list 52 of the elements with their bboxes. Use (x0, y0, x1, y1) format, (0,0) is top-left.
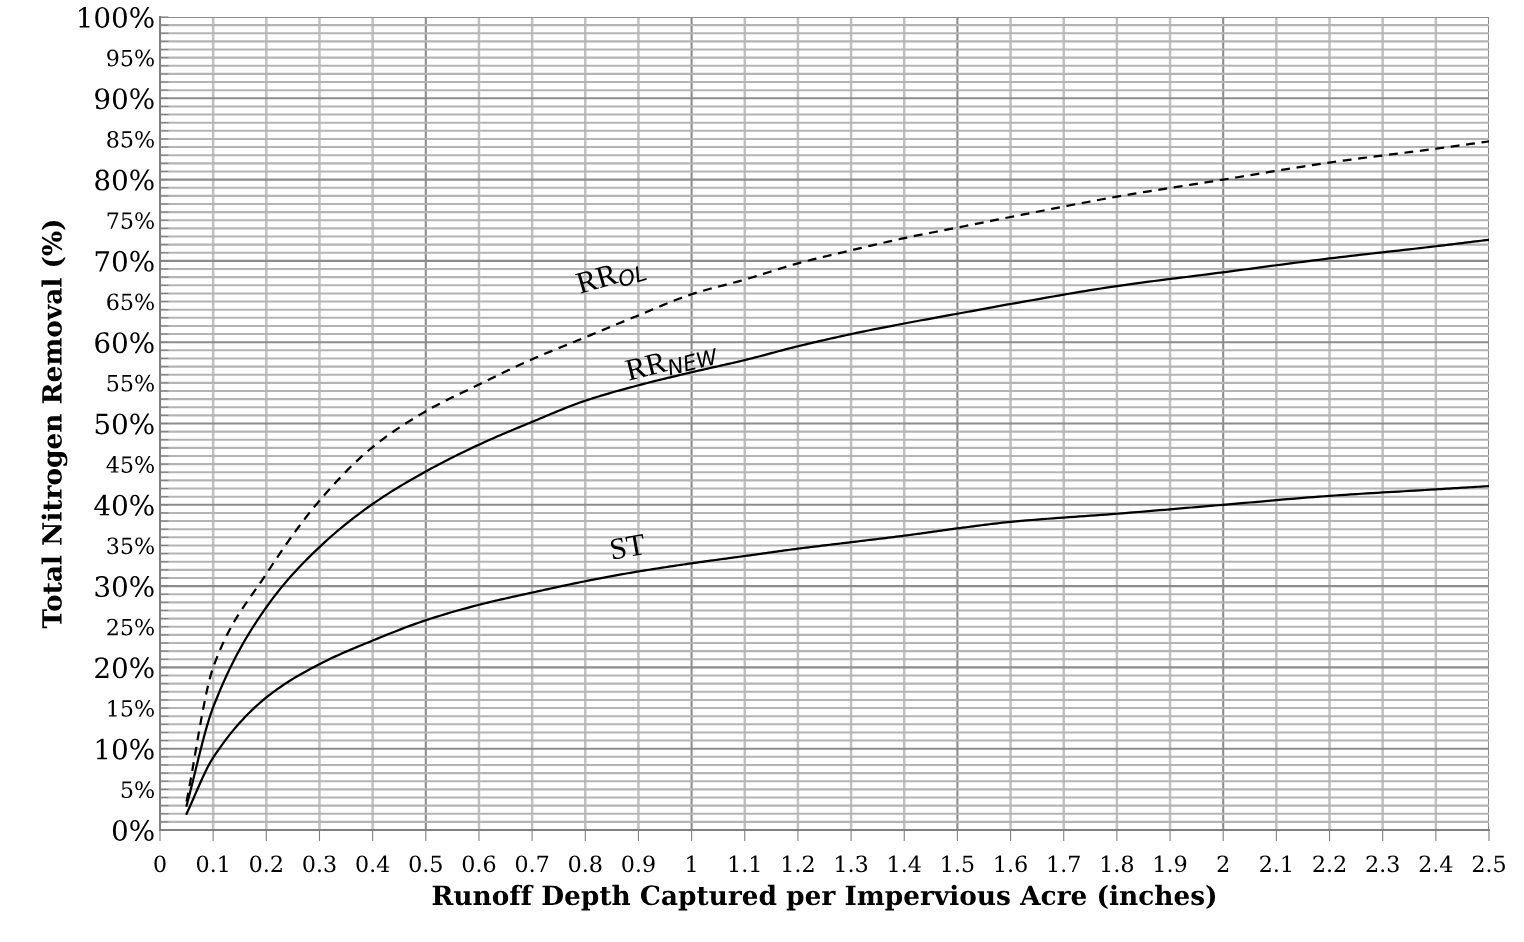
x-axis-title: Runoff Depth Captured per Impervious Acre (inches) (432, 884, 1216, 911)
y-tick-label: 10% (96, 738, 154, 760)
y-tick-label: 65% (107, 293, 154, 311)
x-tick-label: 1.4 (889, 855, 921, 873)
x-tick-label: 1.2 (782, 855, 814, 873)
y-tick-label: 90% (95, 88, 154, 110)
x-tick-label: 2.3 (1366, 855, 1399, 873)
y-tick-label: 100% (79, 6, 154, 28)
x-tick-label: 1.8 (1101, 855, 1134, 873)
x-tick-label: 1.7 (1048, 855, 1080, 873)
x-tick-label: 2 (1217, 855, 1229, 872)
y-tick-label: 70% (95, 250, 154, 272)
x-tick-label: 2.2 (1313, 855, 1346, 873)
y-tick-label: 40% (94, 494, 154, 516)
x-tick-label: 1.9 (1155, 855, 1187, 873)
x-tick-label: 2.5 (1472, 855, 1505, 873)
x-tick-label: 1.6 (995, 855, 1027, 873)
x-tick-label: 0.5 (409, 855, 442, 873)
x-tick-label: 1.1 (729, 855, 760, 873)
y-tick-label: 50% (95, 413, 154, 435)
y-tick-label: 0% (112, 819, 154, 841)
x-tick-label: 0.1 (196, 855, 228, 873)
y-axis-title: Total Nitrogen Removal (%) (41, 220, 68, 629)
x-tick-label: 0.8 (569, 855, 602, 873)
x-tick-label: 0.3 (303, 855, 336, 873)
y-tick-label: 30% (95, 576, 154, 598)
x-tick-label: 0.2 (250, 855, 282, 873)
x-tick-label: 2.1 (1260, 855, 1291, 873)
annotation: RR$_{OL}$ (575, 255, 648, 299)
x-tick-label: 1.3 (836, 855, 868, 873)
y-tick-label: 20% (95, 657, 154, 679)
x-tick-label: 0 (154, 855, 166, 873)
y-tick-label: 60% (95, 332, 154, 354)
y-tick-label: 85% (107, 130, 154, 148)
x-tick-label: 0.4 (356, 855, 390, 873)
annotation: RR$_{NEW}$ (624, 338, 720, 386)
x-tick-label: 1 (687, 855, 696, 872)
x-tick-label: 1.5 (942, 855, 974, 873)
y-tick-label: 25% (107, 618, 154, 636)
y-tick-label: 75% (107, 212, 154, 230)
y-tick-label: 80% (95, 169, 154, 191)
x-tick-label: 0.6 (462, 855, 496, 873)
x-tick-label: 0.9 (622, 855, 655, 873)
annotation: ST (610, 533, 647, 560)
x-tick-label: 2.4 (1419, 855, 1453, 873)
y-tick-label: 5% (121, 781, 154, 799)
y-tick-label: 55% (107, 374, 154, 392)
y-tick-label: 45% (106, 456, 154, 473)
y-tick-label: 35% (107, 537, 154, 555)
y-tick-label: 15% (108, 700, 154, 717)
y-tick-label: 95% (107, 49, 154, 67)
x-tick-label: 0.7 (515, 855, 549, 873)
